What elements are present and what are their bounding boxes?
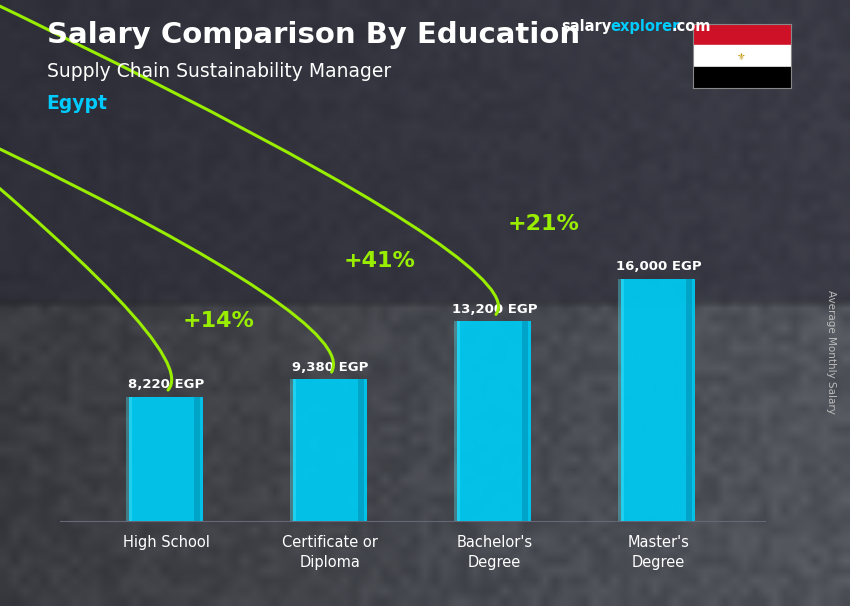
Text: Salary Comparison By Education: Salary Comparison By Education [47, 21, 580, 49]
Bar [619, 279, 625, 521]
Bar [693, 67, 791, 88]
Bar [194, 396, 200, 521]
Bar [523, 321, 528, 521]
Text: salary: salary [561, 19, 611, 35]
Text: 13,200 EGP: 13,200 EGP [451, 303, 537, 316]
Text: 9,380 EGP: 9,380 EGP [292, 361, 368, 374]
Bar [358, 379, 364, 521]
Bar [693, 24, 791, 45]
Text: +41%: +41% [343, 250, 416, 271]
Text: Supply Chain Sustainability Manager: Supply Chain Sustainability Manager [47, 62, 391, 81]
Bar [129, 396, 203, 521]
Text: +14%: +14% [183, 311, 255, 331]
Text: .com: .com [672, 19, 711, 35]
Bar [293, 379, 367, 521]
Text: +21%: +21% [507, 214, 580, 235]
Bar [693, 45, 791, 67]
Bar [455, 321, 461, 521]
Text: Average Monthly Salary: Average Monthly Salary [826, 290, 836, 413]
Text: 16,000 EGP: 16,000 EGP [615, 261, 701, 273]
Bar [621, 279, 695, 521]
Text: explorer: explorer [610, 19, 680, 35]
Bar [291, 379, 297, 521]
Text: Egypt: Egypt [47, 94, 108, 113]
Text: ⚜: ⚜ [737, 52, 746, 62]
Text: 8,220 EGP: 8,220 EGP [128, 378, 204, 391]
Bar [127, 396, 133, 521]
Bar [457, 321, 531, 521]
Bar [687, 279, 692, 521]
